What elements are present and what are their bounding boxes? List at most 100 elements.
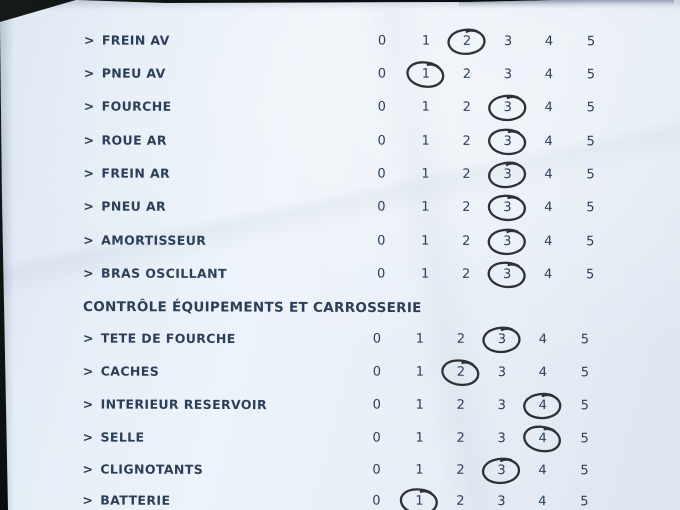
rating-option-0: 0 [377, 99, 386, 115]
rating-option-0: 0 [372, 397, 381, 413]
checklist-row: > AMORTISSEUR 0 1 2 3 4 5 [0, 225, 679, 257]
rating-option-0: 0 [372, 430, 381, 446]
rating-option-0: 0 [377, 233, 386, 249]
row-label-text: PNEU AV [101, 65, 166, 81]
rating-option-1: 1 [421, 266, 430, 282]
row-label-text: CACHES [100, 363, 160, 379]
section-2-header: CONTRÔLE ÉQUIPEMENTS ET CARROSSERIE [83, 298, 422, 317]
rating-option-3: 3 [503, 166, 512, 182]
rating-option-1: 1 [421, 66, 431, 82]
checklist-row: > INTERIEUR RESERVOIR 0 1 2 3 4 5 [0, 389, 679, 421]
rating-option-4: 4 [544, 167, 553, 183]
row-label: > FREIN AV [84, 33, 170, 48]
rating-option-0: 0 [377, 199, 386, 215]
rating-option-4: 4 [544, 200, 553, 216]
rating-option-5: 5 [580, 431, 589, 447]
row-label: > PNEU AV [84, 65, 166, 80]
checklist-row: > SELLE 0 1 2 3 4 5 [0, 422, 679, 454]
rating-option-0: 0 [377, 266, 386, 282]
row-label-text: SELLE [100, 429, 145, 445]
rating-option-2: 2 [462, 233, 471, 249]
row-label: > FOURCHE [84, 98, 172, 113]
rating-option-2: 2 [456, 397, 465, 413]
rating-option-3: 3 [497, 397, 506, 413]
rating-option-2: 2 [462, 99, 471, 115]
rating-option-2: 2 [462, 266, 471, 282]
row-label-text: INTERIEUR RESERVOIR [100, 396, 268, 413]
row-marker: > [82, 492, 94, 508]
row-label: > BATTERIE [82, 492, 170, 507]
rating-option-4: 4 [538, 365, 548, 381]
row-label: > CLIGNOTANTS [82, 461, 203, 476]
rating-option-4: 4 [544, 100, 553, 116]
row-marker: > [83, 165, 95, 181]
rating-option-0: 0 [377, 166, 386, 182]
rating-option-5: 5 [586, 34, 596, 50]
rating-option-3: 3 [497, 430, 506, 446]
rating-option-5: 5 [586, 100, 595, 116]
rating-option-0: 0 [372, 331, 382, 347]
rating-option-4: 4 [538, 398, 547, 414]
rating-option-5: 5 [586, 234, 595, 250]
row-label-text: CLIGNOTANTS [100, 461, 204, 477]
row-label-text: FREIN AR [101, 165, 171, 181]
row-label-text: ROUE AR [101, 132, 167, 148]
rating-option-1: 1 [421, 199, 430, 215]
row-marker: > [83, 32, 95, 48]
checklist-row: > BRAS OSCILLANT 0 1 2 3 4 5 [0, 258, 679, 290]
rating-option-2: 2 [462, 133, 471, 149]
rating-option-4: 4 [544, 267, 553, 283]
checklist-row: > CLIGNOTANTS 0 1 2 3 4 5 [0, 454, 679, 486]
checklist-row: > FREIN AV 0 1 2 3 4 5 [0, 25, 680, 57]
rating-option-2: 2 [456, 430, 465, 446]
rating-option-4: 4 [544, 67, 554, 83]
row-label: > CACHES [83, 363, 159, 378]
rating-option-3: 3 [503, 33, 513, 49]
rating-option-3: 3 [503, 199, 512, 215]
rating-option-1: 1 [415, 430, 424, 446]
checklist-row: > CACHES 0 1 2 3 4 5 [0, 356, 679, 388]
row-label: > PNEU AR [83, 198, 166, 213]
rating-option-1: 1 [415, 364, 425, 380]
row-marker: > [83, 232, 95, 248]
row-label: > AMORTISSEUR [83, 232, 206, 247]
row-marker: > [82, 330, 94, 346]
rating-option-1: 1 [421, 233, 430, 249]
row-label-text: FREIN AV [101, 32, 170, 48]
rating-option-2: 2 [462, 33, 472, 49]
row-marker: > [83, 265, 95, 281]
rating-option-3: 3 [497, 364, 507, 380]
row-label-text: BATTERIE [100, 492, 171, 508]
rating-option-5: 5 [586, 67, 596, 83]
row-marker: > [82, 363, 94, 379]
rating-option-3: 3 [497, 462, 506, 478]
row-marker: > [83, 98, 95, 114]
rating-option-3: 3 [503, 99, 512, 115]
rating-option-2: 2 [456, 493, 465, 509]
rating-option-4: 4 [544, 234, 553, 250]
rating-option-2: 2 [462, 166, 471, 182]
rating-option-0: 0 [377, 133, 386, 149]
rating-option-5: 5 [580, 332, 590, 348]
row-label: > SELLE [83, 429, 145, 444]
row-label-text: FOURCHE [101, 98, 172, 114]
rating-option-1: 1 [415, 462, 424, 478]
rating-option-3: 3 [503, 266, 512, 282]
rating-option-1: 1 [415, 397, 424, 413]
rating-option-3: 3 [503, 233, 512, 249]
rating-option-0: 0 [372, 364, 382, 380]
rating-option-1: 1 [415, 493, 424, 509]
row-label: > ROUE AR [84, 132, 167, 147]
rating-option-1: 1 [421, 133, 430, 149]
row-marker: > [82, 396, 94, 412]
rating-option-5: 5 [586, 167, 595, 183]
rating-option-4: 4 [538, 463, 547, 479]
rating-option-1: 1 [415, 331, 425, 347]
rating-option-2: 2 [462, 66, 472, 82]
rating-option-4: 4 [538, 494, 547, 510]
rating-option-3: 3 [503, 133, 512, 149]
checklist-row: > TETE DE FOURCHE 0 1 2 3 4 5 [0, 323, 679, 355]
rating-option-5: 5 [580, 365, 590, 381]
row-label-text: BRAS OSCILLANT [101, 265, 227, 282]
